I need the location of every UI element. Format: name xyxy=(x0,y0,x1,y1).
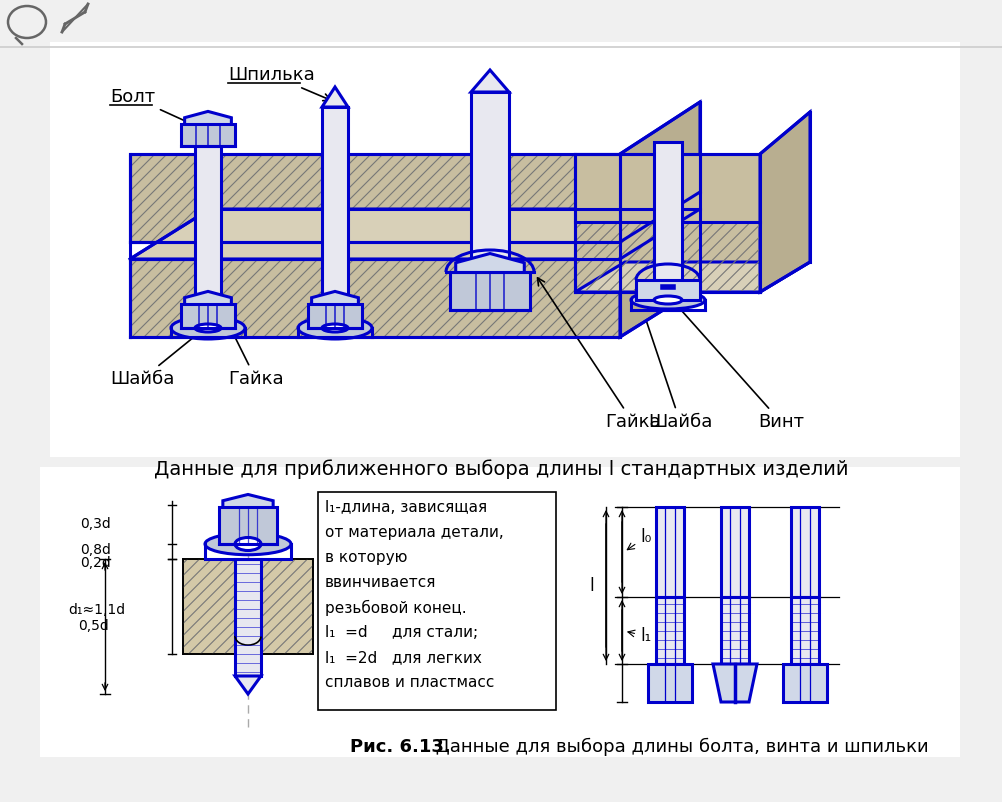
Polygon shape xyxy=(620,102,700,242)
Polygon shape xyxy=(575,262,810,292)
Bar xyxy=(322,107,348,337)
Text: в которую: в которую xyxy=(325,550,408,565)
Ellipse shape xyxy=(235,537,261,550)
Text: l₁-длина, зависящая: l₁-длина, зависящая xyxy=(325,500,487,515)
Bar xyxy=(318,492,556,710)
Text: d₁≈1,1d: d₁≈1,1d xyxy=(68,603,125,618)
Ellipse shape xyxy=(654,296,682,304)
Bar xyxy=(195,142,221,337)
Text: Данные для приближенного выбора длины l стандартных изделий: Данные для приближенного выбора длины l … xyxy=(153,460,849,479)
Bar xyxy=(721,507,749,597)
Text: 0,3d: 0,3d xyxy=(80,516,111,530)
Ellipse shape xyxy=(298,317,372,339)
Text: 0,8d: 0,8d xyxy=(80,543,111,557)
Polygon shape xyxy=(620,209,700,337)
Text: Рис. 6.13.: Рис. 6.13. xyxy=(350,738,451,756)
Bar xyxy=(783,664,827,702)
Bar xyxy=(40,467,960,757)
Polygon shape xyxy=(713,664,757,702)
Bar xyxy=(648,664,692,702)
Text: l₁  =2d   для легких: l₁ =2d для легких xyxy=(325,650,482,665)
Polygon shape xyxy=(184,111,231,136)
Bar xyxy=(654,142,682,310)
Polygon shape xyxy=(575,154,760,292)
Bar xyxy=(791,507,819,597)
Polygon shape xyxy=(130,154,620,242)
Text: Данные для выбора длины болта, винта и шпильки: Данные для выбора длины болта, винта и ш… xyxy=(430,738,929,756)
Text: Гайка: Гайка xyxy=(222,311,284,388)
Ellipse shape xyxy=(322,324,348,332)
Text: 0,2d: 0,2d xyxy=(80,556,111,570)
Text: Винт: Винт xyxy=(668,295,804,431)
Polygon shape xyxy=(312,291,359,317)
Bar xyxy=(656,507,684,597)
Bar xyxy=(219,507,277,544)
Polygon shape xyxy=(184,291,231,317)
Polygon shape xyxy=(183,559,313,654)
Text: Гайка: Гайка xyxy=(537,277,660,431)
Polygon shape xyxy=(181,124,235,146)
Text: Шайба: Шайба xyxy=(110,331,201,388)
Bar xyxy=(721,597,749,664)
Polygon shape xyxy=(451,272,530,310)
Text: сплавов и пластмасс: сплавов и пластмасс xyxy=(325,675,494,690)
Text: l₁: l₁ xyxy=(628,627,651,645)
Text: l₀: l₀ xyxy=(627,528,651,549)
Text: 0,5d: 0,5d xyxy=(78,619,109,634)
Polygon shape xyxy=(322,87,348,107)
Polygon shape xyxy=(308,304,362,328)
Bar xyxy=(50,42,960,457)
Bar xyxy=(791,597,819,664)
Text: Шпилька: Шпилька xyxy=(228,66,331,101)
Text: Шайба: Шайба xyxy=(640,306,712,431)
Text: Болт: Болт xyxy=(110,88,200,128)
Text: l₁  =d     для стали;: l₁ =d для стали; xyxy=(325,625,478,640)
Bar xyxy=(235,559,261,676)
Bar xyxy=(636,280,700,300)
Text: резьбовой конец.: резьбовой конец. xyxy=(325,600,467,616)
Bar xyxy=(471,92,509,310)
Polygon shape xyxy=(130,259,620,337)
Ellipse shape xyxy=(205,533,291,555)
Polygon shape xyxy=(235,676,261,694)
Text: d: d xyxy=(243,586,253,602)
Ellipse shape xyxy=(171,317,245,339)
Polygon shape xyxy=(760,112,810,292)
Polygon shape xyxy=(181,304,235,328)
Polygon shape xyxy=(456,253,524,290)
Polygon shape xyxy=(471,70,509,92)
Ellipse shape xyxy=(631,291,705,309)
Polygon shape xyxy=(130,209,700,259)
Polygon shape xyxy=(222,495,274,520)
Text: l: l xyxy=(590,577,594,595)
Text: от материала детали,: от материала детали, xyxy=(325,525,504,540)
Bar xyxy=(656,597,684,664)
Text: ввинчивается: ввинчивается xyxy=(325,575,437,590)
Ellipse shape xyxy=(195,324,221,332)
